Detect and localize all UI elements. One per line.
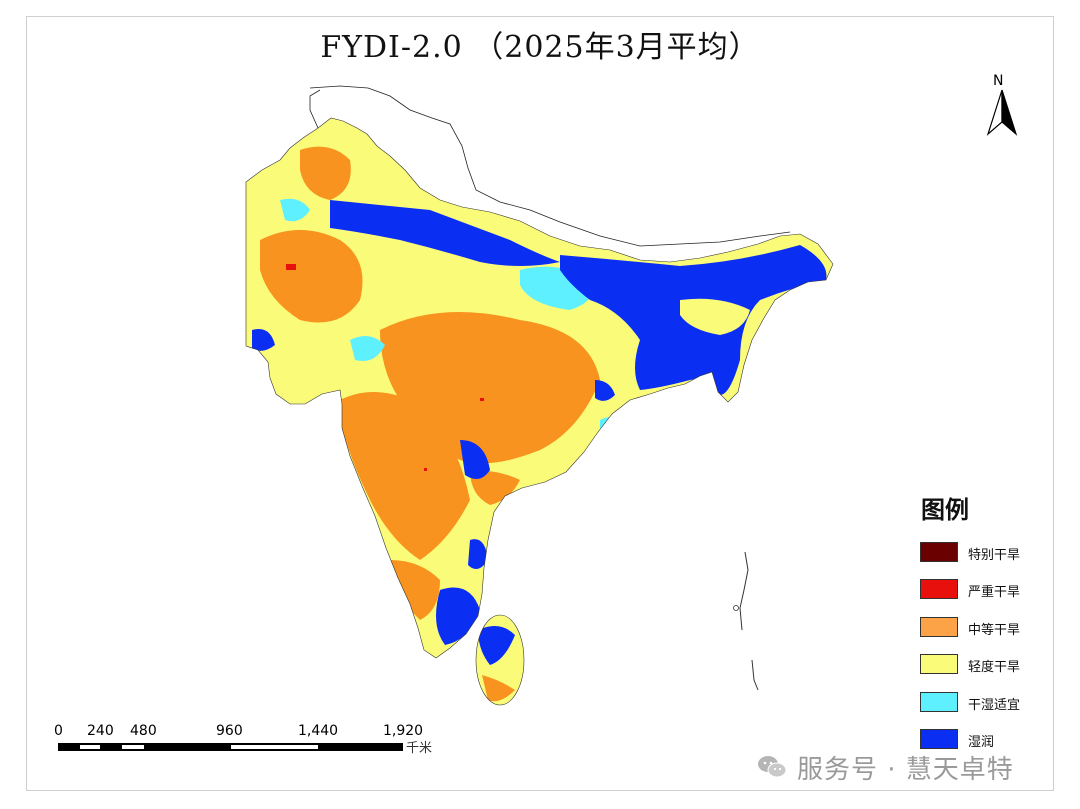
legend-swatch <box>920 729 958 749</box>
legend-label: 中等干旱 <box>968 623 1021 638</box>
wechat-icon <box>758 756 787 778</box>
watermark-text: 服务号 · 慧天卓特 <box>797 754 1014 785</box>
scale-tick-label: 1,920 <box>383 723 424 739</box>
legend-label: 特别干旱 <box>968 548 1021 563</box>
north-arrow-icon <box>986 89 1018 136</box>
scale-tick-label: 960 <box>216 723 243 739</box>
scale-unit: 千米 <box>406 741 433 756</box>
legend-label: 轻度干旱 <box>968 660 1021 675</box>
scale-tick-label: 1,440 <box>298 723 339 739</box>
scale-tick-label: 480 <box>130 723 157 739</box>
north-arrow-letter: N <box>993 73 1004 89</box>
map-title: FYDI-2.0 （2025年3月平均） <box>320 30 760 65</box>
legend-swatch <box>920 654 958 674</box>
legend-swatch <box>920 542 958 562</box>
legend-label: 严重干旱 <box>968 585 1021 600</box>
scale-tick-label: 0 <box>54 723 63 739</box>
mainland-outline <box>245 117 834 659</box>
legend-swatch <box>920 692 958 712</box>
legend-swatch <box>920 579 958 599</box>
andaman-islands <box>739 551 759 691</box>
kashmir-outline <box>309 89 321 129</box>
watermark: 服务号 · 慧天卓特 <box>757 750 1014 785</box>
legend-title: 图例 <box>921 496 969 524</box>
legend-swatch <box>920 617 958 637</box>
scale-tick-label: 240 <box>87 723 114 739</box>
north-border-outline <box>309 85 791 247</box>
legend-label: 干湿适宜 <box>968 698 1021 713</box>
legend-label: 湿润 <box>968 735 995 750</box>
